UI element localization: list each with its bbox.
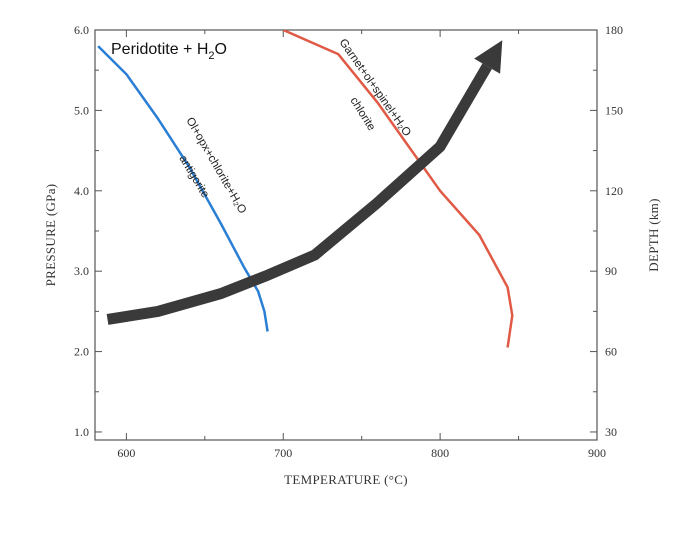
y-tick-label: 4.0 bbox=[74, 184, 89, 198]
plot-frame bbox=[94, 29, 598, 441]
y2-tick-label: 150 bbox=[605, 103, 623, 117]
y2-tick-label: 120 bbox=[605, 184, 623, 198]
x-tick-label: 800 bbox=[431, 446, 449, 460]
chlorite-curve bbox=[282, 30, 514, 348]
chlorite-label: chlorite bbox=[347, 95, 377, 133]
x-tick-label: 700 bbox=[274, 446, 292, 460]
y2-tick-label: 90 bbox=[605, 264, 617, 278]
x-tick-label: 900 bbox=[588, 446, 606, 460]
y-tick-label: 1.0 bbox=[74, 425, 89, 439]
x-axis-title: TEMPERATURE (°C) bbox=[284, 472, 408, 487]
y2-axis-title: DEPTH (km) bbox=[646, 198, 661, 271]
y-tick-label: 6.0 bbox=[74, 23, 89, 37]
slab-path-arrowhead bbox=[474, 40, 503, 74]
x-tick-label: 600 bbox=[117, 446, 135, 460]
antigorite-curve bbox=[97, 45, 269, 332]
y-tick-label: 3.0 bbox=[74, 264, 89, 278]
y2-tick-label: 30 bbox=[605, 425, 617, 439]
y-tick-label: 5.0 bbox=[74, 103, 89, 117]
chart-title: Peridotite + H2O bbox=[111, 41, 227, 62]
y2-tick-label: 180 bbox=[605, 23, 623, 37]
slab-path-arrow bbox=[106, 63, 492, 325]
y-axis-title: PRESSURE (GPa) bbox=[43, 184, 58, 287]
y2-tick-label: 60 bbox=[605, 345, 617, 359]
y-tick-label: 2.0 bbox=[74, 345, 89, 359]
